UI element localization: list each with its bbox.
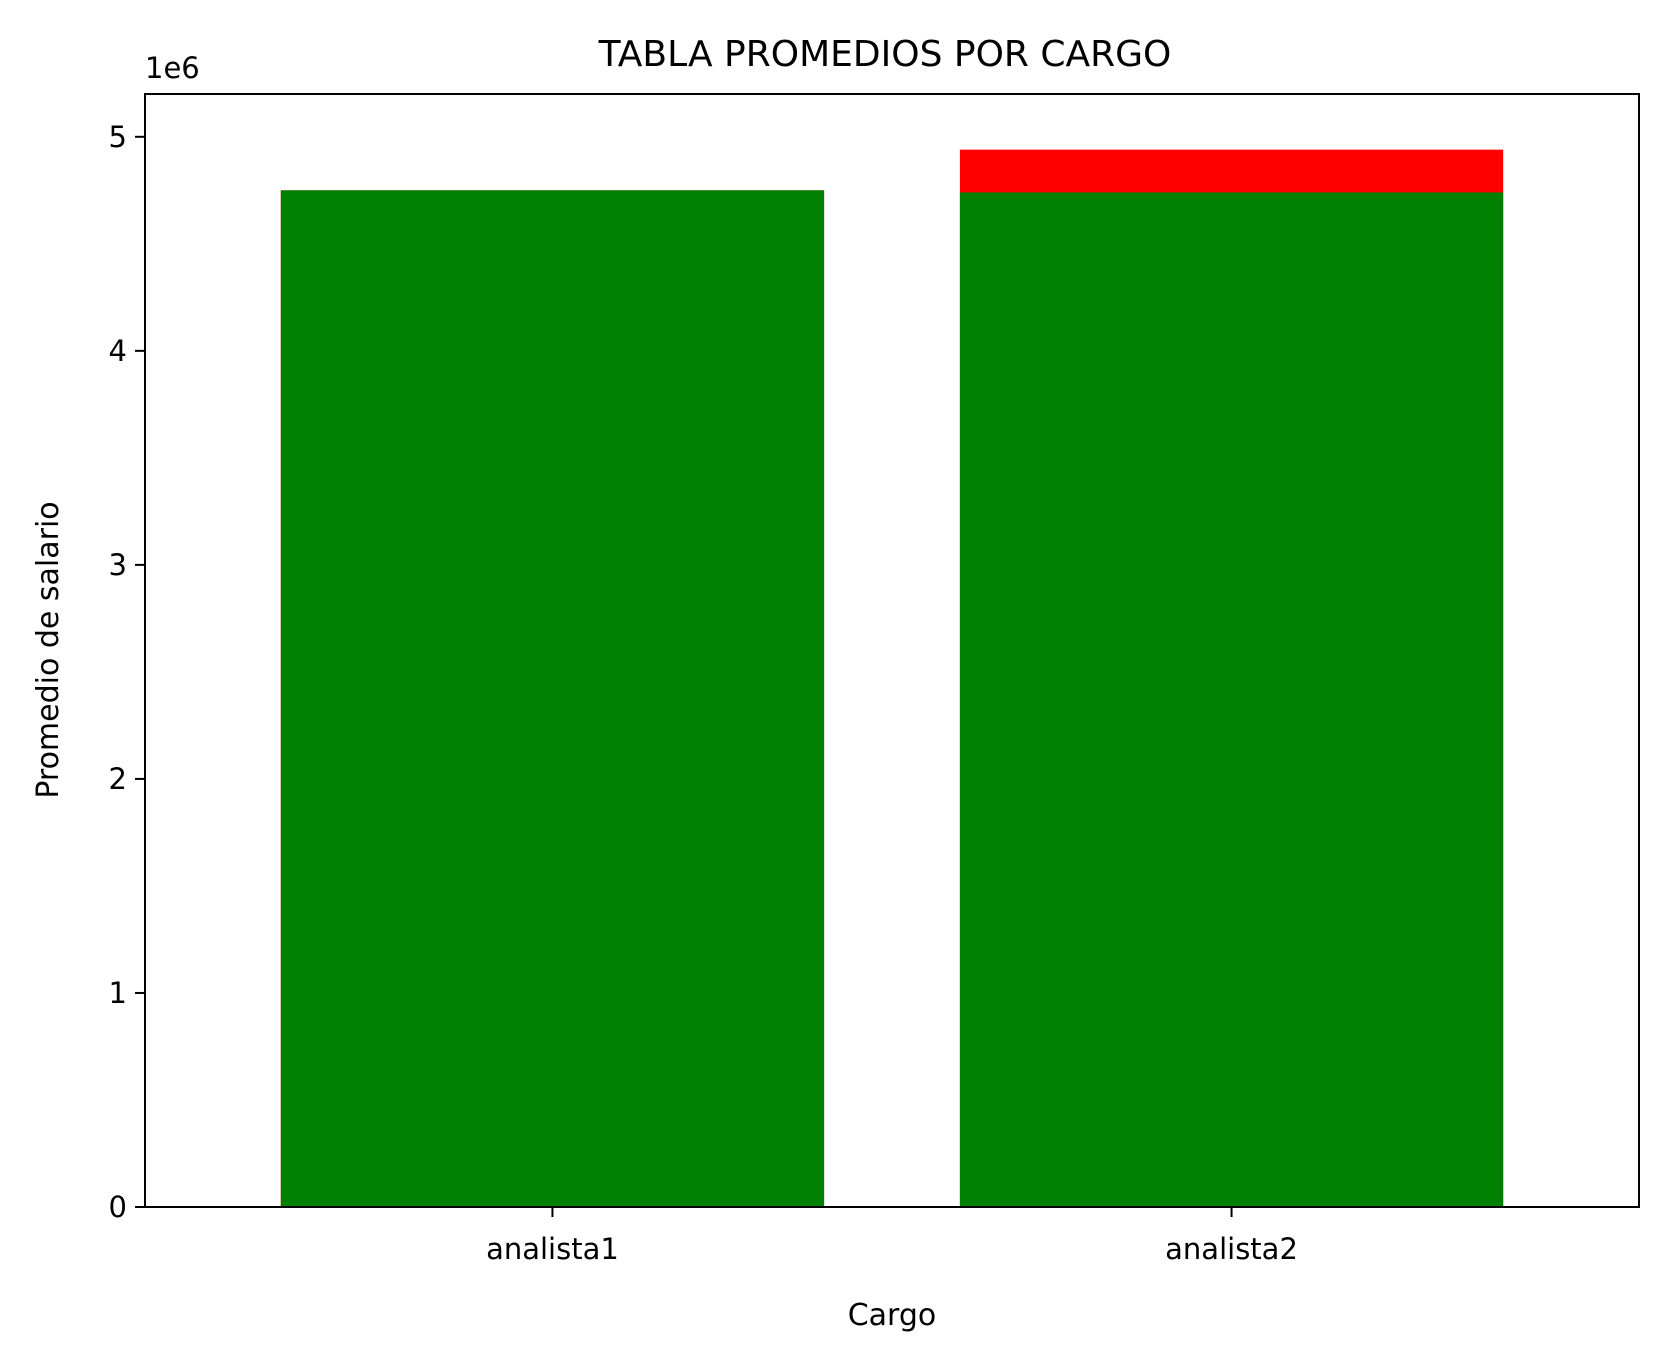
bars-group — [280, 149, 1504, 1207]
chart-title: TABLA PROMEDIOS POR CARGO — [598, 34, 1172, 75]
y-tick-label: 2 — [109, 762, 127, 796]
y-offset-label: 1e6 — [145, 51, 200, 85]
x-tick-label: analista2 — [1165, 1232, 1298, 1266]
bar-analista2-series-0 — [959, 192, 1504, 1207]
bar-analista1-series-0 — [280, 190, 825, 1207]
x-tick-label: analista1 — [486, 1232, 619, 1266]
plot-frame — [144, 93, 1640, 1208]
y-tick-label: 3 — [109, 548, 127, 582]
y-tick-label: 1 — [109, 976, 127, 1010]
y-tick-label: 5 — [109, 120, 127, 154]
y-tick-label: 4 — [109, 334, 127, 368]
y-axis-ticks: 0 1 2 3 4 5 — [109, 120, 145, 1224]
x-axis-label: Cargo — [848, 1298, 937, 1333]
y-axis-label: Promedio de salario — [31, 501, 66, 798]
x-axis-ticks: analista1 analista2 — [486, 1207, 1298, 1266]
y-tick-label: 0 — [109, 1190, 127, 1224]
